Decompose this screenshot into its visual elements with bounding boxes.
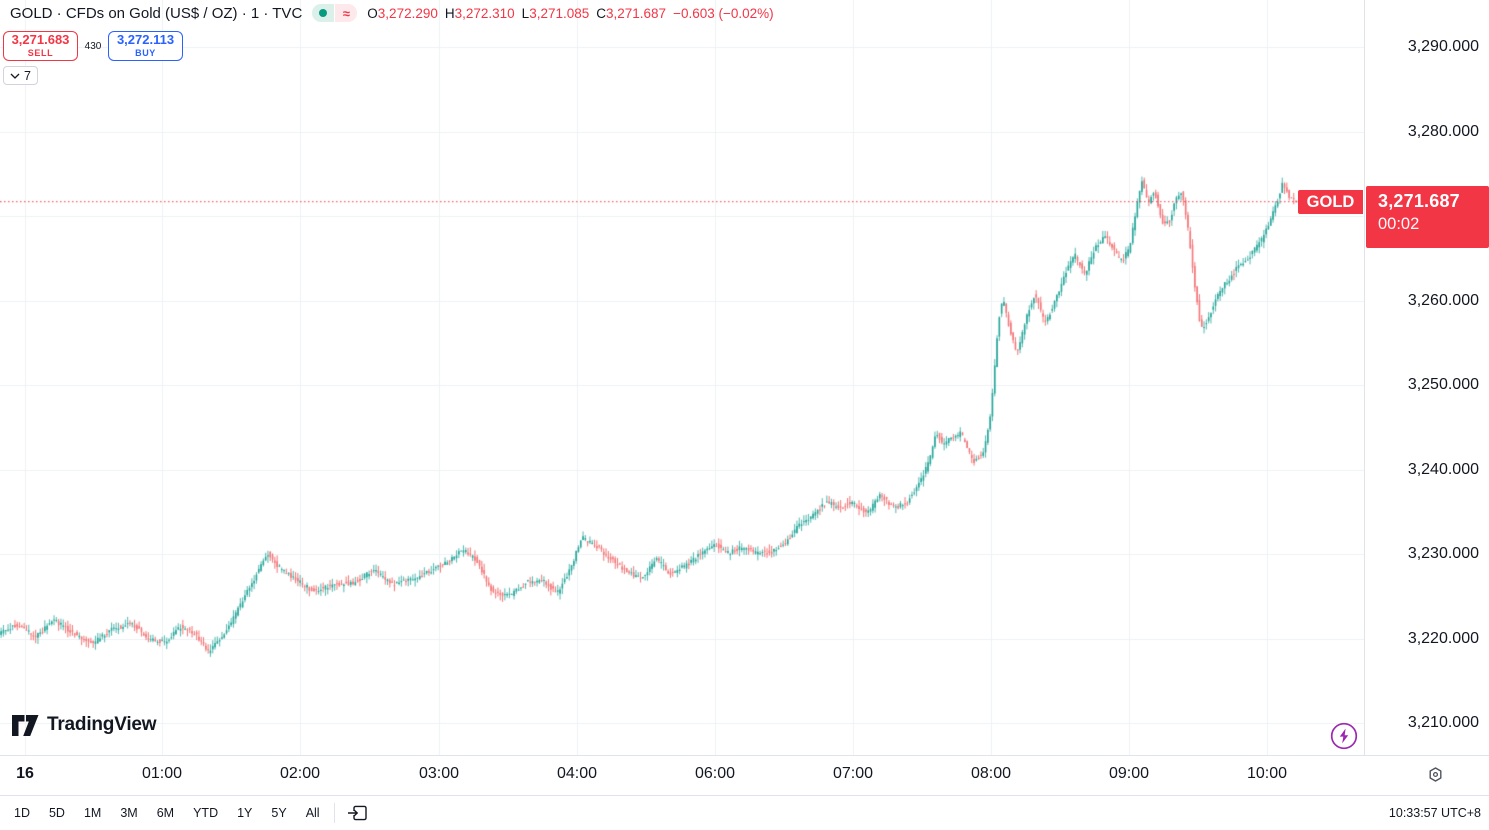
range-button-6m[interactable]: 6M <box>156 806 175 820</box>
buy-label: BUY <box>135 48 156 59</box>
range-button-all[interactable]: All <box>305 806 320 820</box>
chevron-down-icon <box>10 73 20 79</box>
price-axis-tick: 3,220.000 <box>1407 629 1479 647</box>
price-axis-tick: 3,240.000 <box>1407 460 1479 478</box>
range-button-3m[interactable]: 3M <box>120 806 138 820</box>
buy-button[interactable]: 3,272.113 BUY <box>108 31 183 61</box>
bar-countdown: 00:02 <box>1378 215 1420 233</box>
current-price-symbol-tag: GOLD <box>1298 190 1363 214</box>
delayed-data-icon[interactable]: ≈ <box>335 4 358 22</box>
time-axis[interactable]: 16 01:00 02:00 03:00 04:00 06:00 07:00 08:00 09:… <box>0 755 1489 795</box>
time-axis-tick: 03:00 <box>418 765 460 782</box>
toolbar-divider <box>333 803 335 823</box>
gear-icon <box>1429 766 1441 782</box>
time-axis-tick: 01:00 <box>141 765 183 782</box>
high-value: 3,272.310 <box>454 5 515 21</box>
price-axis-tick: 3,230.000 <box>1407 545 1479 562</box>
candlestick-chart[interactable] <box>0 0 1364 755</box>
chart-plot-area: GOLD · CFDs on Gold (US$ / OZ) · 1 · TVC… <box>0 0 1364 755</box>
chip-value: 7 <box>24 68 31 83</box>
range-button-5d[interactable]: 5D <box>48 806 65 820</box>
high-label: H <box>444 5 455 21</box>
clock[interactable]: 10:33:57 UTC+8 <box>1388 806 1481 820</box>
symbol-title[interactable]: GOLD · CFDs on Gold (US$ / OZ) · 1 · TVC <box>10 4 303 22</box>
instant-trading-button[interactable] <box>1329 721 1359 751</box>
spread-value: 430 <box>84 40 102 52</box>
range-button-1m[interactable]: 1M <box>83 806 102 820</box>
price-axis-tick: 3,210.000 <box>1407 714 1479 731</box>
tradingview-logo-text: TradingView <box>47 714 157 735</box>
close-label: C <box>596 5 606 21</box>
lightning-icon <box>1330 722 1358 750</box>
price-axis-tick: 3,290.000 <box>1407 38 1479 55</box>
range-button-ytd[interactable]: YTD <box>193 806 219 820</box>
time-axis-tick: 04:00 <box>556 765 598 782</box>
price-axis-tick: 3,280.000 <box>1407 122 1479 140</box>
ohlc-readout: O3,272.290 H3,272.310 L3,271.085 C3,271.… <box>367 6 773 21</box>
range-button-1y[interactable]: 1Y <box>237 806 253 820</box>
range-button-1d[interactable]: 1D <box>14 806 30 820</box>
price-axis-tick: 3,260.000 <box>1407 291 1479 309</box>
close-value: 3,271.687 <box>606 5 667 21</box>
sell-label: SELL <box>27 48 54 59</box>
current-price-box: 3,271.687 00:02 <box>1366 186 1489 248</box>
date-range-switcher: 1D 5D 1M 3M 6M YTD 1Y 5Y All <box>10 803 324 823</box>
range-button-5y[interactable]: 5Y <box>271 806 287 820</box>
market-status-pills[interactable]: ≈ <box>312 4 358 22</box>
price-axis[interactable]: 3,290.0003,280.0003,270.0003,260.0003,25… <box>1364 0 1489 755</box>
go-to-date-button[interactable] <box>345 801 371 825</box>
chart-header: GOLD · CFDs on Gold (US$ / OZ) · 1 · TVC… <box>10 4 774 22</box>
time-axis-settings-button[interactable] <box>1423 762 1447 786</box>
change-value: −0.603 (−0.02%) <box>673 5 774 21</box>
open-label: O <box>367 5 378 21</box>
market-open-icon[interactable] <box>312 4 335 22</box>
candle-countdown-chip[interactable]: 7 <box>3 66 38 85</box>
buy-price: 3,272.113 <box>116 32 175 48</box>
time-axis-tick: 09:00 <box>1108 765 1150 782</box>
trade-panel: 3,271.683 SELL 430 3,272.113 BUY <box>3 31 183 61</box>
time-axis-tick: 06:00 <box>694 765 736 782</box>
time-axis-tick: 16 <box>16 765 34 782</box>
low-label: L <box>521 5 530 21</box>
time-axis-tick: 07:00 <box>832 765 874 782</box>
calendar-arrow-icon <box>347 805 367 821</box>
tradingview-logo[interactable]: TradingView <box>12 714 157 736</box>
time-axis-tick: 10:00 <box>1246 765 1288 782</box>
time-axis-tick: 08:00 <box>970 765 1012 782</box>
open-value: 3,272.290 <box>377 5 438 21</box>
current-price-value: 3,271.687 <box>1378 191 1460 211</box>
sell-button[interactable]: 3,271.683 SELL <box>3 31 78 61</box>
footer-toolbar: 1D 5D 1M 3M 6M YTD 1Y 5Y All 10:33:57 UTC+8 <box>0 795 1489 830</box>
time-axis-tick: 02:00 <box>279 765 321 782</box>
sell-price: 3,271.683 <box>11 32 70 48</box>
low-value: 3,271.085 <box>529 5 590 21</box>
price-axis-tick: 3,250.000 <box>1407 376 1479 393</box>
symbol-tag-text: GOLD <box>1306 192 1355 211</box>
tradingview-logo-icon <box>12 714 39 736</box>
